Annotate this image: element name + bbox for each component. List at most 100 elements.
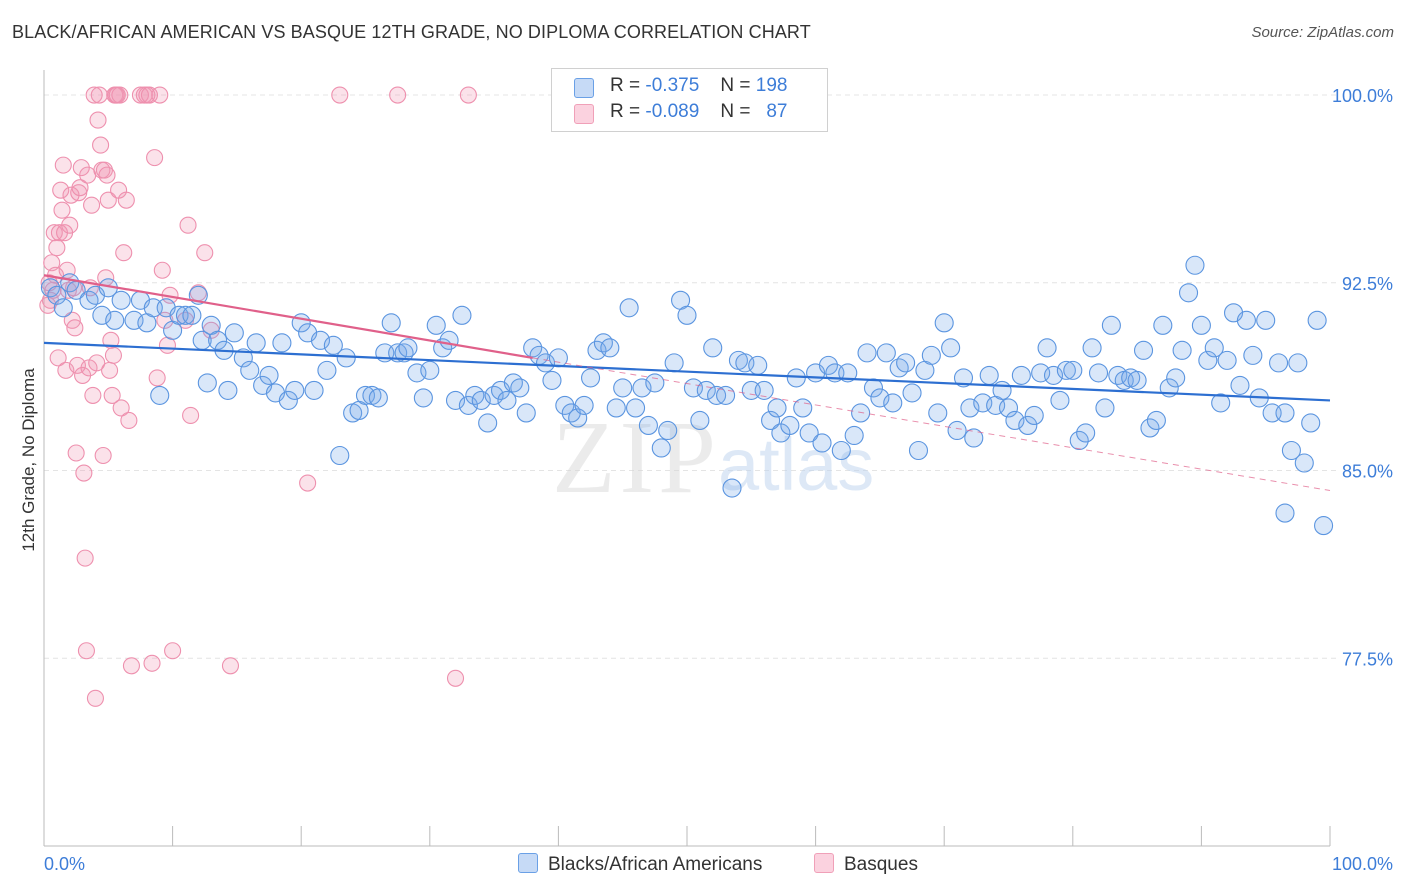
basques-point <box>76 549 94 567</box>
watermark: ZIP atlas <box>552 400 874 515</box>
blacks-point <box>1101 315 1121 335</box>
blacks-point <box>838 363 858 383</box>
blacks-point <box>304 380 324 400</box>
y-tick-label: 85.0% <box>1342 462 1393 482</box>
blacks-point <box>1043 365 1064 385</box>
blacks-point <box>947 420 967 441</box>
blacks-point <box>503 373 523 393</box>
blacks-point <box>542 370 562 390</box>
blacks-point <box>398 338 418 358</box>
blacks-point <box>105 310 125 330</box>
blacks-point <box>224 323 244 343</box>
basques-point <box>48 239 66 257</box>
blacks-point <box>1146 410 1166 431</box>
blacks-point <box>1133 340 1154 360</box>
blacks-point <box>857 343 877 363</box>
basques-point <box>143 654 161 672</box>
y-tick-label: 77.5% <box>1342 649 1393 669</box>
blacks-point <box>535 353 556 373</box>
blacks-point <box>722 478 742 498</box>
blacks-point <box>1204 338 1224 358</box>
blacks-point <box>1275 403 1295 423</box>
blacks-point <box>902 383 922 403</box>
blacks-point <box>439 330 459 350</box>
basques-point <box>115 244 133 262</box>
legend-swatch-blue <box>518 853 538 873</box>
blacks-point <box>285 380 305 400</box>
blacks-points <box>40 255 1334 536</box>
blacks-point <box>979 365 999 385</box>
blacks-point <box>452 305 472 325</box>
blacks-point <box>1236 310 1256 330</box>
blacks-point <box>246 333 266 353</box>
blacks-point <box>921 345 941 365</box>
blacks-point <box>426 315 446 335</box>
x-tick-label: 100.0% <box>1332 854 1393 874</box>
basques-point <box>111 86 129 104</box>
legend-swatch-blue <box>574 78 594 98</box>
blacks-point <box>1294 453 1314 473</box>
blacks-point <box>1256 310 1276 330</box>
blacks-point <box>330 445 350 466</box>
blacks-point <box>79 290 99 310</box>
blacks-point <box>1217 350 1237 370</box>
blacks-point <box>465 385 485 405</box>
trend-lines <box>43 274 1331 492</box>
basques-point <box>331 86 349 104</box>
blacks-point <box>1050 390 1070 410</box>
blacks-point <box>696 380 716 400</box>
blacks-point <box>317 360 337 380</box>
basques-point <box>49 349 67 367</box>
legend-row-blacks: R = -0.375 N = 198 <box>574 75 787 99</box>
blacks-point <box>619 298 639 318</box>
basques-point <box>459 86 477 104</box>
blacks-point <box>310 330 331 350</box>
axes <box>43 70 1331 847</box>
legend-n-value: 87 <box>766 101 788 122</box>
basques-point <box>103 386 121 404</box>
blacks-point <box>1140 418 1160 438</box>
blacks-point <box>1307 310 1327 330</box>
blacks-point <box>278 390 298 410</box>
blacks-trend-line <box>43 341 1331 402</box>
blacks-point <box>580 368 601 388</box>
y-tick-label: 100.0% <box>1332 86 1393 106</box>
blacks-point <box>1281 440 1301 461</box>
blacks-point <box>754 380 774 400</box>
blacks-point <box>516 403 536 423</box>
blacks-point <box>471 390 491 410</box>
blacks-point <box>1095 398 1115 418</box>
blacks-point <box>368 388 388 408</box>
blacks-point <box>568 408 588 428</box>
basques-point <box>66 319 84 337</box>
blacks-point <box>1185 255 1205 275</box>
watermark-atlas: atlas <box>718 423 874 506</box>
basques-point <box>52 181 70 199</box>
blacks-point <box>413 388 433 408</box>
tick-labels: 77.5% 85.0% 92.5% 100.0% 0.0% 100.0% <box>44 86 1393 874</box>
blacks-point <box>548 348 568 368</box>
blacks-point <box>53 298 73 318</box>
legend-r-label: R = <box>610 75 641 96</box>
blacks-point <box>651 438 671 458</box>
blacks-point <box>799 423 819 443</box>
blacks-point <box>1018 415 1038 436</box>
basques-point <box>131 86 149 104</box>
blacks-point <box>574 395 594 415</box>
basques-point <box>67 444 85 462</box>
basques-point <box>92 136 110 154</box>
blacks-point <box>1037 338 1057 358</box>
blacks-point <box>1056 360 1076 380</box>
blacks-point <box>458 395 478 415</box>
blacks-point <box>908 440 929 461</box>
blacks-point <box>336 348 356 368</box>
blacks-point <box>484 385 504 405</box>
legend-n-value: 198 <box>755 75 788 96</box>
blacks-point <box>600 338 620 358</box>
basques-point <box>54 156 72 174</box>
blacks-point <box>445 390 466 410</box>
source-label: Source: ZipAtlas.com <box>1251 24 1394 41</box>
basques-point <box>117 191 135 209</box>
basques-point <box>112 399 130 417</box>
